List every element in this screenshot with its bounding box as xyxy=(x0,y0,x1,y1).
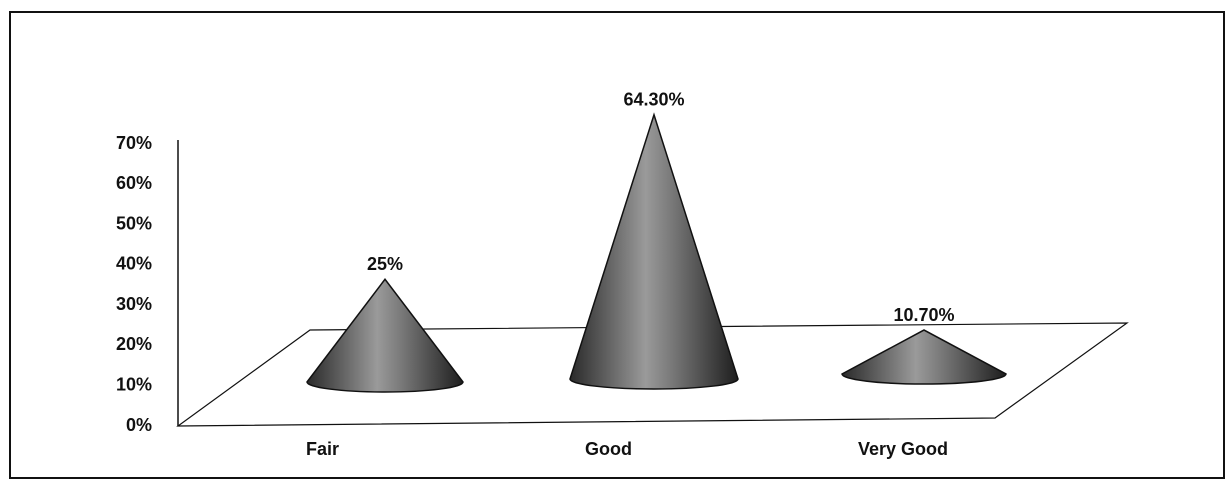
x-tick-label: Fair xyxy=(306,439,339,459)
y-tick-label: 0% xyxy=(126,415,152,435)
cone xyxy=(306,278,464,393)
y-tick-label: 70% xyxy=(116,133,152,153)
y-tick-label: 40% xyxy=(116,254,152,274)
y-tick-label: 60% xyxy=(116,173,152,193)
y-tick-label: 10% xyxy=(116,374,152,394)
chart-border xyxy=(9,11,1225,479)
x-tick-label: Very Good xyxy=(858,439,948,459)
data-label: 25% xyxy=(367,254,403,274)
floor xyxy=(176,322,1129,427)
data-label: 10.70% xyxy=(893,305,954,325)
cone xyxy=(569,112,739,390)
y-tick-label: 50% xyxy=(116,213,152,233)
y-tick-label: 20% xyxy=(116,334,152,354)
x-tick-label: Good xyxy=(585,439,632,459)
y-tick-label: 30% xyxy=(116,294,152,314)
cone xyxy=(841,329,1007,385)
data-label: 64.30% xyxy=(623,90,684,110)
